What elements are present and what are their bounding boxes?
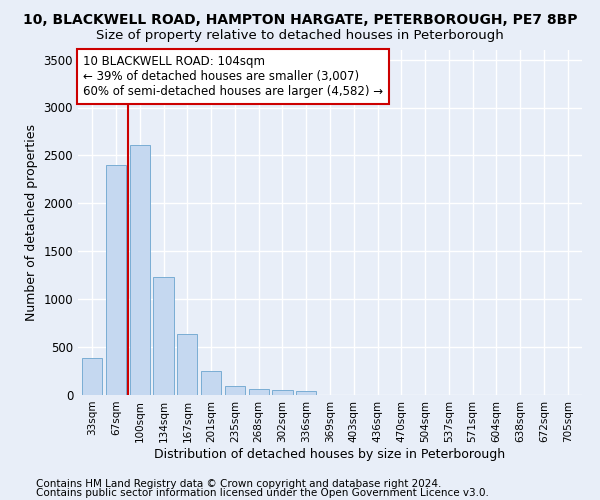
Bar [130,145,150,395]
Text: Contains HM Land Registry data © Crown copyright and database right 2024.: Contains HM Land Registry data © Crown c… [36,479,442,489]
Bar [154,277,173,395]
Bar [177,334,197,395]
X-axis label: Distribution of detached houses by size in Peterborough: Distribution of detached houses by size … [154,448,506,460]
Text: Size of property relative to detached houses in Peterborough: Size of property relative to detached ho… [96,29,504,42]
Bar [248,389,269,395]
Y-axis label: Number of detached properties: Number of detached properties [25,124,38,321]
Text: Contains public sector information licensed under the Open Government Licence v3: Contains public sector information licen… [36,488,489,498]
Bar [106,165,126,395]
Text: 10, BLACKWELL ROAD, HAMPTON HARGATE, PETERBOROUGH, PE7 8BP: 10, BLACKWELL ROAD, HAMPTON HARGATE, PET… [23,12,577,26]
Bar [225,386,245,395]
Bar [296,391,316,395]
Bar [201,370,221,395]
Bar [82,358,103,395]
Text: 10 BLACKWELL ROAD: 104sqm
← 39% of detached houses are smaller (3,007)
60% of se: 10 BLACKWELL ROAD: 104sqm ← 39% of detac… [83,55,383,98]
Bar [272,390,293,395]
